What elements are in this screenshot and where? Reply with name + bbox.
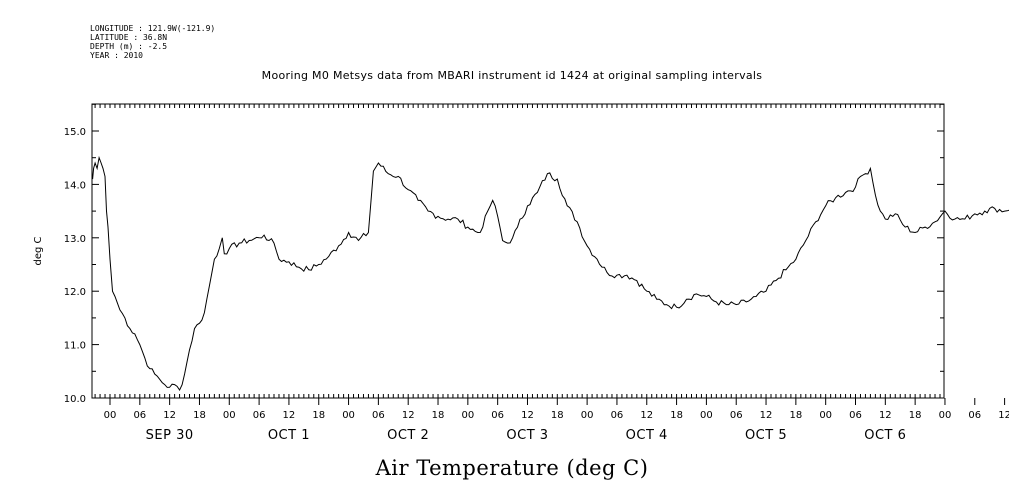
air-temperature-series-line [92, 155, 1009, 392]
latitude-label: LATITUDE : 36.8N [90, 33, 167, 42]
y-tick-label: 10.0 [64, 394, 86, 405]
x-hour-label: 00 [104, 410, 117, 421]
x-hour-label: 06 [491, 410, 504, 421]
x-hour-label: 12 [163, 410, 176, 421]
x-hour-label: 18 [551, 410, 564, 421]
depth-label: DEPTH (m) : -2.5 [90, 42, 167, 51]
year-label: YEAR : 2010 [90, 51, 143, 60]
y-tick-label: 14.0 [64, 180, 86, 191]
x-hour-label: 12 [402, 410, 415, 421]
x-hour-labels: 00 06 12 18 00 06 12 18 00 06 12 18 00 06 12 18 00 06 12 18… [104, 410, 1009, 421]
x-day-labels: SEP 30 OCT 1 OCT 2 OCT 3 OCT 4 OCT 5 OCT 6 [146, 428, 906, 443]
y-tick-label: 12.0 [64, 287, 86, 298]
x-hour-label: 12 [640, 410, 653, 421]
longitude-label: LONGITUDE : 121.9W(-121.9) [90, 24, 215, 33]
x-hour-label: 00 [939, 410, 952, 421]
y-tick-label: 13.0 [64, 234, 86, 245]
x-major-ticks [109, 398, 1006, 405]
x-hour-label: 06 [968, 410, 981, 421]
x-hour-label: 18 [432, 410, 445, 421]
y-tick-label: 11.0 [64, 341, 86, 352]
x-hour-label: 00 [581, 410, 594, 421]
x-hour-label: 18 [670, 410, 683, 421]
x-hour-label: 00 [819, 410, 832, 421]
y-axis-label: deg C [33, 236, 44, 265]
x-hour-label: 06 [133, 410, 146, 421]
x-hour-label: 12 [760, 410, 773, 421]
x-day-label: OCT 6 [864, 428, 906, 443]
x-day-label: SEP 30 [146, 428, 194, 443]
x-hour-label: 00 [223, 410, 236, 421]
chart-title: Mooring M0 Metsys data from MBARI instru… [262, 69, 763, 82]
x-hour-label: 18 [789, 410, 802, 421]
y-tick-label: 15.0 [64, 127, 86, 138]
x-day-label: OCT 3 [506, 428, 548, 443]
x-day-label: OCT 5 [745, 428, 787, 443]
x-hour-label: 12 [998, 410, 1009, 421]
x-hour-label: 00 [342, 410, 355, 421]
x-hour-label: 06 [730, 410, 743, 421]
x-minor-ticks [94, 104, 941, 398]
x-hour-label: 18 [909, 410, 922, 421]
x-day-label: OCT 2 [387, 428, 429, 443]
x-hour-label: 18 [312, 410, 325, 421]
y-ticks: 10.0 11.0 12.0 13.0 14.0 15.0 [64, 103, 944, 405]
x-hour-label: 06 [372, 410, 385, 421]
x-hour-label: 00 [461, 410, 474, 421]
x-hour-label: 06 [849, 410, 862, 421]
plot-frame [91, 103, 945, 399]
x-hour-label: 00 [700, 410, 713, 421]
x-hour-label: 06 [611, 410, 624, 421]
x-hour-label: 18 [193, 410, 206, 421]
x-day-label: OCT 1 [268, 428, 310, 443]
x-hour-label: 06 [253, 410, 266, 421]
x-hour-label: 12 [283, 410, 296, 421]
x-hour-label: 12 [521, 410, 534, 421]
x-day-label: OCT 4 [626, 428, 668, 443]
x-axis-label: Air Temperature (deg C) [375, 456, 649, 480]
x-hour-label: 12 [879, 410, 892, 421]
